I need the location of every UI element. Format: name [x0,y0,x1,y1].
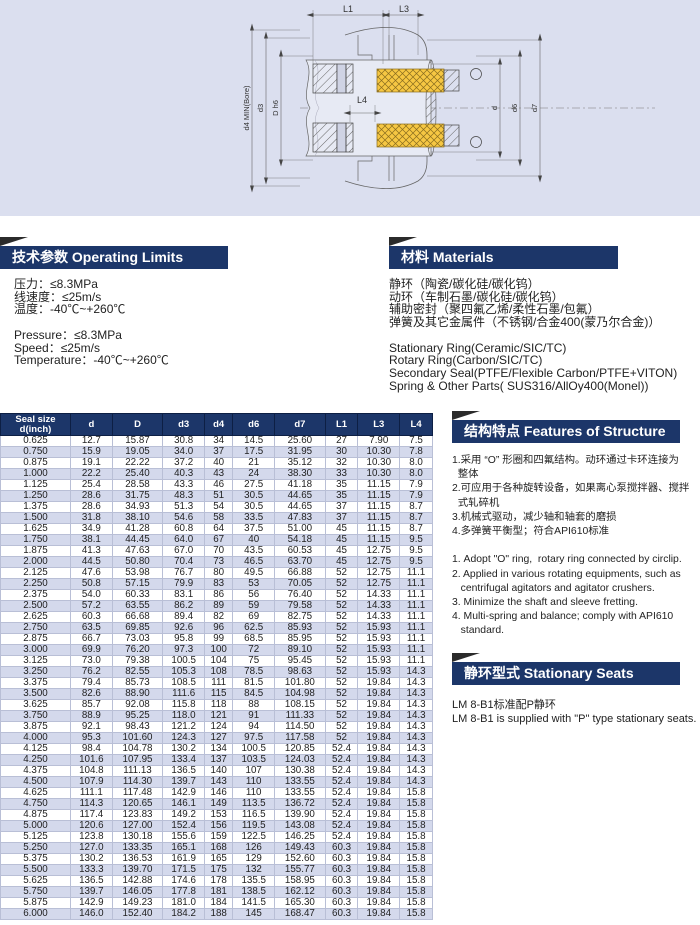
svg-text:D h6: D h6 [271,100,280,116]
svg-text:L3: L3 [399,4,409,14]
svg-text:d3: d3 [256,104,265,112]
svg-text:L4: L4 [357,95,367,105]
svg-text:d6: d6 [510,104,519,112]
svg-text:d7: d7 [530,104,539,112]
svg-text:d: d [490,106,499,110]
svg-text:L1: L1 [343,4,353,14]
svg-text:d4 MIN(Bore): d4 MIN(Bore) [242,85,251,131]
